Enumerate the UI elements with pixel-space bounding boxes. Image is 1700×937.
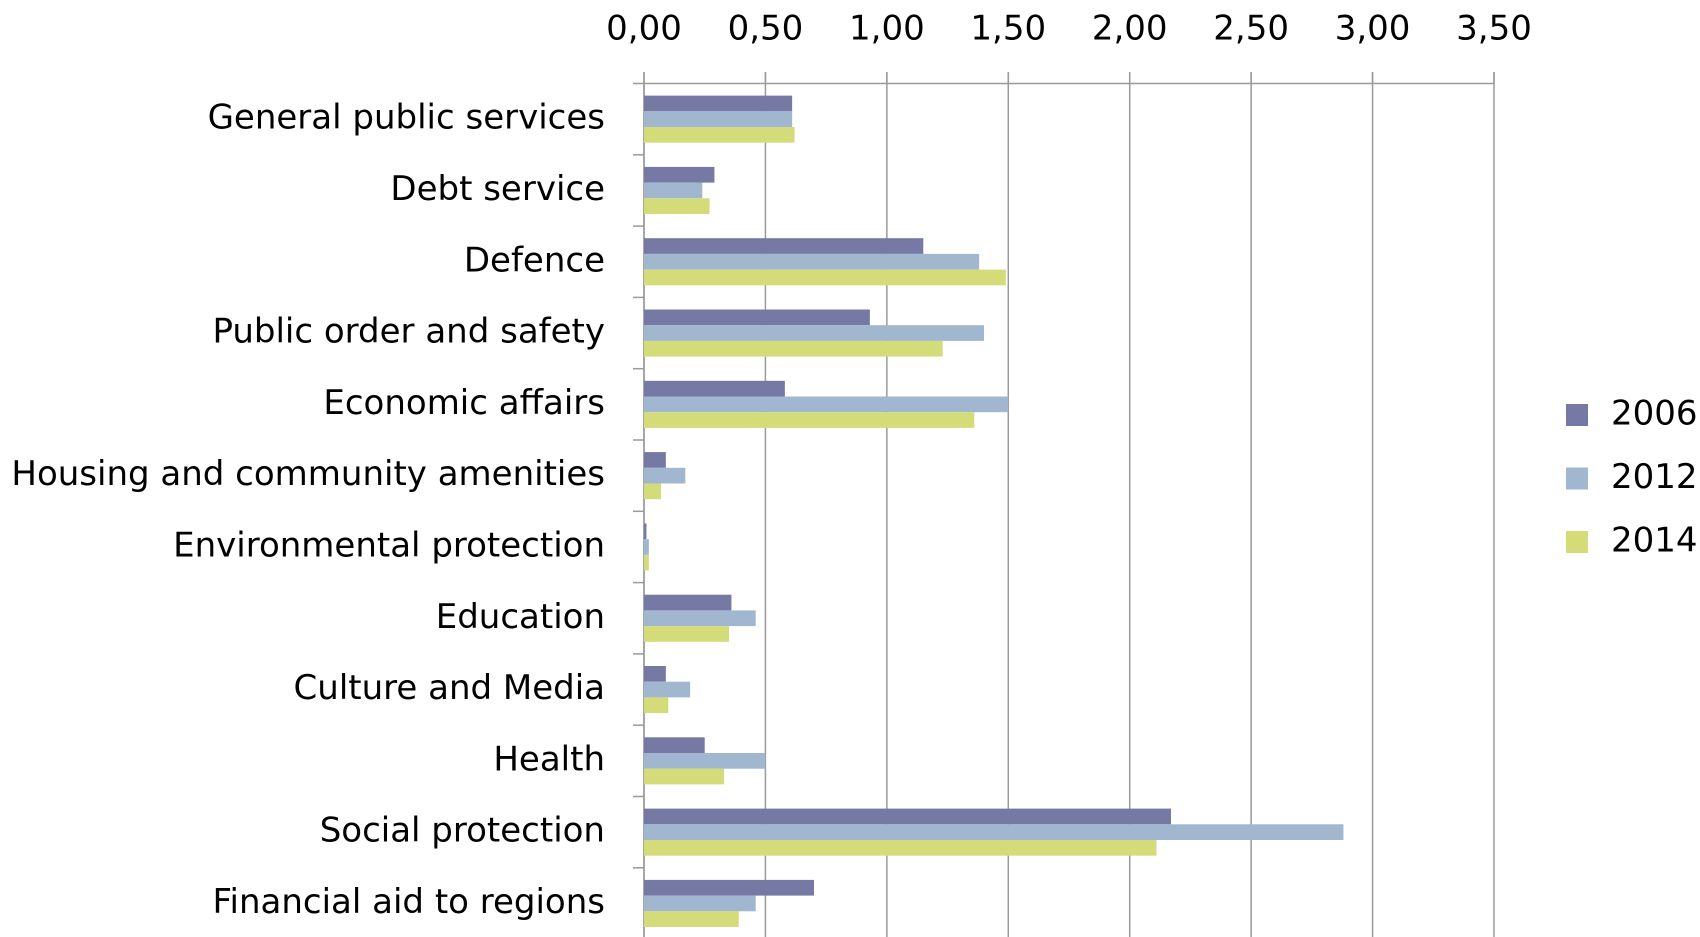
- y-tick-label: Social protection: [320, 811, 605, 851]
- bar: [644, 554, 649, 571]
- bar: [644, 380, 785, 397]
- y-tick-label: Financial aid to regions: [212, 882, 605, 922]
- bar: [644, 610, 756, 627]
- bar: [644, 840, 1157, 856]
- bar: [644, 808, 1171, 825]
- bar: [644, 253, 980, 270]
- y-tick-label: Culture and Media: [294, 668, 605, 708]
- x-tick-label: 1,00: [849, 9, 925, 49]
- y-tick-label: Health: [493, 739, 605, 779]
- bar: [644, 911, 739, 927]
- x-tick-label: 3,50: [1456, 9, 1532, 49]
- bar: [644, 452, 666, 468]
- bar: [644, 182, 703, 199]
- x-tick-label: 2,00: [1092, 9, 1168, 49]
- y-tick-label: Housing and community amenities: [11, 454, 605, 494]
- bar: [644, 127, 795, 143]
- bar: [644, 325, 984, 341]
- bar: [644, 269, 1006, 286]
- bar: [644, 895, 756, 912]
- bar: [644, 681, 691, 698]
- bar: [644, 309, 870, 326]
- bar: [644, 737, 705, 753]
- bar: [644, 166, 715, 183]
- bar: [644, 697, 669, 714]
- bar: [644, 412, 975, 428]
- bar: [644, 753, 766, 769]
- legend-label: 2012: [1611, 457, 1698, 497]
- bar: [644, 824, 1344, 840]
- bar: [644, 95, 793, 112]
- legend-label: 2006: [1611, 394, 1698, 434]
- x-tick-label: 0,00: [606, 9, 682, 49]
- x-tick-label: 3,00: [1335, 9, 1411, 49]
- x-tick-label: 0,50: [728, 9, 804, 49]
- bar: [644, 768, 725, 785]
- x-tick-label: 1,50: [970, 9, 1046, 49]
- bar: [644, 340, 943, 357]
- bar: [644, 523, 647, 540]
- bar: [644, 396, 1009, 413]
- bar: [644, 879, 814, 896]
- x-tick-label: 2,50: [1213, 9, 1289, 49]
- bar: [644, 594, 732, 611]
- y-tick-label: Debt service: [390, 169, 605, 209]
- bar: [644, 666, 666, 682]
- bar: [644, 626, 729, 642]
- legend-swatch: [1566, 531, 1588, 553]
- bar: [644, 238, 924, 254]
- bar: [644, 198, 710, 214]
- y-tick-label: General public services: [208, 98, 605, 138]
- y-tick-label: Economic affairs: [323, 383, 605, 423]
- y-tick-label: Environmental protection: [173, 525, 605, 565]
- y-tick-label: Education: [436, 597, 605, 637]
- legend-label: 2014: [1611, 521, 1698, 561]
- legend-swatch: [1566, 404, 1588, 426]
- y-tick-label: Defence: [464, 240, 605, 280]
- bar: [644, 539, 649, 555]
- legend-swatch: [1566, 467, 1588, 490]
- bar: [644, 111, 793, 127]
- bar: [644, 467, 686, 484]
- bar: [644, 483, 661, 500]
- y-tick-label: Public order and safety: [212, 312, 605, 352]
